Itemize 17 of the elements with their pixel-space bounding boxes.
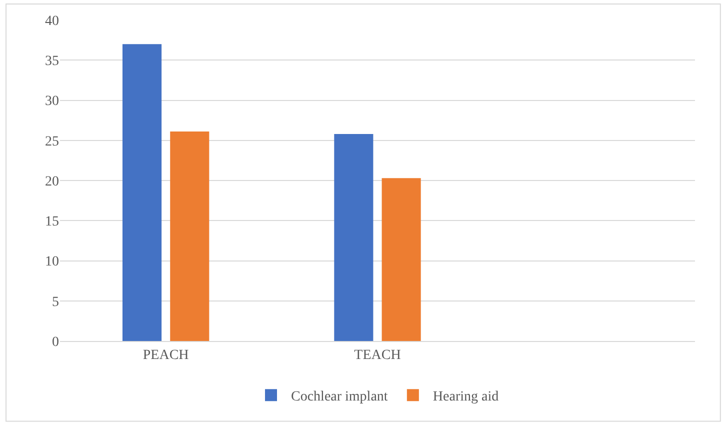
y-tick-label: 20 (45, 174, 59, 190)
x-tick-label: PEACH (142, 348, 189, 363)
y-tick-label: 0 (52, 334, 59, 350)
x-tick-label: TEACH (354, 348, 401, 363)
y-tick-label: 25 (45, 134, 59, 150)
bar (170, 132, 210, 341)
y-tick-label: 5 (52, 294, 59, 310)
y-tick-label: 15 (45, 214, 59, 230)
y-tick-label: 10 (45, 254, 59, 270)
y-tick-label: 35 (45, 54, 59, 70)
legend-label: Hearing aid (432, 390, 499, 405)
y-tick-label: 40 (45, 14, 59, 29)
bar (122, 44, 162, 341)
y-tick-label: 30 (45, 94, 59, 110)
bar (382, 178, 421, 341)
bar (334, 134, 374, 341)
legend-label: Cochlear implant (291, 390, 388, 405)
